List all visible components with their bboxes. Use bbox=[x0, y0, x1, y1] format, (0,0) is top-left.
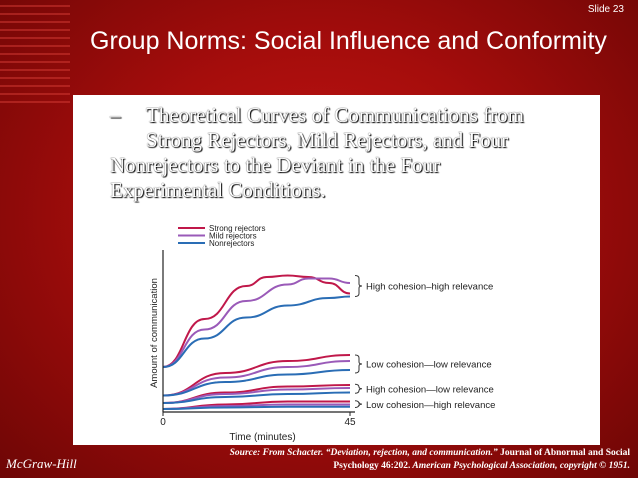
legend-label: Strong rejectors bbox=[209, 224, 265, 233]
x-axis-label: Time (minutes) bbox=[229, 432, 295, 443]
condition-bracket bbox=[354, 383, 363, 394]
x-tick-label: 0 bbox=[160, 417, 166, 428]
series-line-strong-rejectors-group-2 bbox=[162, 354, 351, 397]
series-line-mild-rejectors-group-1 bbox=[162, 277, 351, 368]
condition-label: Low cohesion—low relevance bbox=[366, 360, 492, 371]
series-line-nonrejectors-group-1 bbox=[162, 295, 351, 368]
condition-label: Low cohesion—high relevance bbox=[366, 400, 495, 411]
x-tick-label: 45 bbox=[344, 417, 356, 428]
condition-bracket bbox=[354, 400, 363, 408]
bullet-dash: – bbox=[110, 103, 121, 127]
bullet-line-1: Theoretical Curves of Communications fro… bbox=[146, 103, 524, 127]
bullet-line-2: Strong Rejectors, Mild Rejectors, and Fo… bbox=[146, 128, 509, 152]
series-line-mild-rejectors-group-3 bbox=[162, 387, 351, 404]
decorative-lines bbox=[0, 5, 70, 103]
condition-bracket bbox=[354, 275, 363, 297]
condition-bracket bbox=[354, 354, 363, 374]
source-part-4: American Psychological Association, copy… bbox=[410, 461, 630, 471]
slide-title: Group Norms: Social Influence and Confor… bbox=[90, 27, 607, 55]
source-citation: Source: From Schacter. “Deviation, rejec… bbox=[160, 447, 630, 473]
condition-label: High cohesion—low relevance bbox=[366, 384, 494, 395]
slide-number: Slide 23 bbox=[587, 4, 624, 15]
legend-label: Nonrejectors bbox=[209, 239, 254, 248]
series-line-nonrejectors-group-2 bbox=[162, 369, 351, 397]
series-line-strong-rejectors-group-1 bbox=[162, 274, 351, 368]
bullet-text: – Theoretical Curves of Communications f… bbox=[110, 103, 600, 203]
series-line-nonrejectors-group-4 bbox=[162, 405, 350, 410]
series-line-mild-rejectors-group-2 bbox=[162, 360, 351, 397]
source-part-2: Journal of Abnormal and Social bbox=[497, 448, 630, 458]
bullet-line-3: Nonrejectors to the Deviant in the Four bbox=[110, 153, 441, 177]
condition-label: High cohesion–high relevance bbox=[366, 282, 493, 293]
series-line-nonrejectors-group-3 bbox=[162, 391, 351, 404]
source-part-1: Source: From Schacter. “Deviation, rejec… bbox=[229, 448, 498, 458]
publisher-logo-text: McGraw-Hill bbox=[6, 456, 77, 471]
y-axis-label: Amount of communication bbox=[149, 278, 160, 388]
chart-panel bbox=[73, 95, 600, 445]
bullet-line-4: Experimental Conditions. bbox=[110, 178, 326, 202]
legend-label: Mild rejectors bbox=[209, 232, 257, 241]
source-part-3: Psychology 46:202. bbox=[333, 461, 411, 471]
